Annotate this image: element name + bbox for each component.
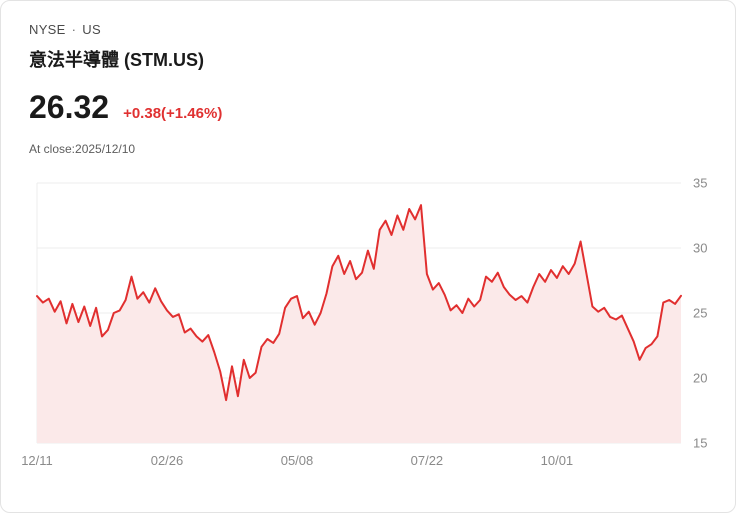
exchange-row: NYSE · US	[29, 21, 735, 39]
exchange-label: NYSE	[29, 22, 66, 37]
x-tick-label: 12/11	[21, 453, 53, 468]
y-tick-label: 20	[693, 371, 707, 386]
quote-header: NYSE · US 意法半導體 (STM.US) 26.32 +0.38(+1.46…	[1, 21, 735, 157]
stock-title: 意法半導體 (STM.US)	[29, 50, 204, 70]
market-label: US	[82, 22, 101, 37]
last-price: 26.32	[29, 89, 110, 125]
y-tick-label: 35	[693, 176, 707, 191]
price-row: 26.32 +0.38(+1.46%)	[29, 89, 735, 129]
price-area	[37, 205, 681, 443]
chart-canvas[interactable]: 15 20 25 30 35 12/11 02/26 05/08 07/22 10/01	[17, 173, 717, 473]
x-tick-label: 10/01	[541, 453, 574, 468]
price-change: +0.38(+1.46%)	[123, 105, 223, 122]
price-line	[36, 204, 682, 402]
y-tick-label: 30	[693, 241, 707, 256]
x-tick-label: 02/26	[151, 453, 184, 468]
y-tick-label: 15	[693, 436, 707, 451]
x-tick-label: 05/08	[281, 453, 314, 468]
dot-separator: ·	[71, 22, 77, 37]
chart-area: 15 20 25 30 35 12/11 02/26 05/08 07/22 10/01	[17, 173, 735, 473]
y-tick-label: 25	[693, 306, 707, 321]
close-info: At close:2025/12/10	[29, 142, 136, 156]
x-tick-label: 07/22	[411, 453, 444, 468]
